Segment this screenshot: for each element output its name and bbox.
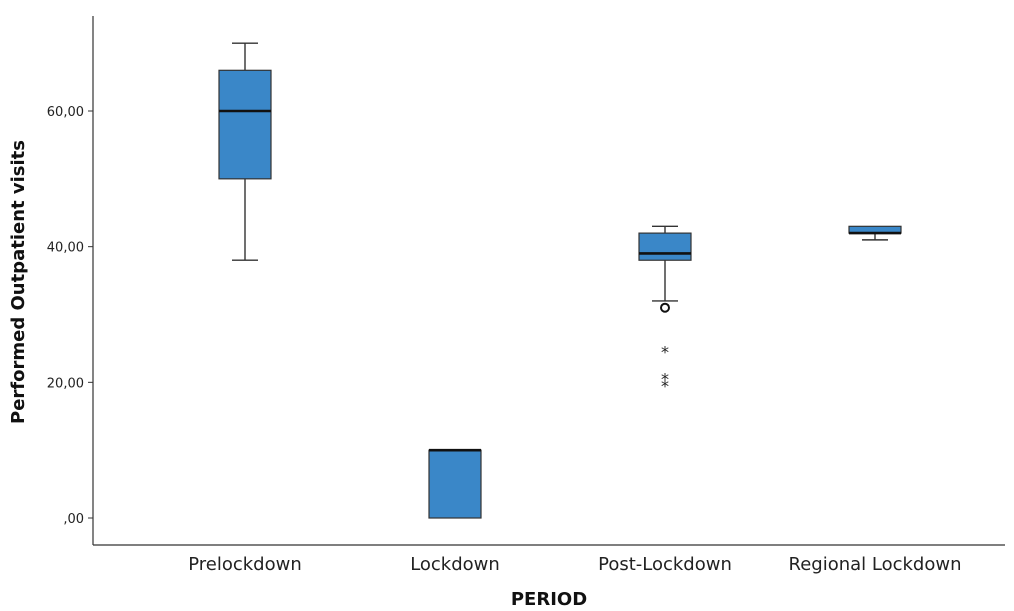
x-tick-label: Regional Lockdown [789,554,962,575]
y-tick-label: 40,00 [47,241,84,256]
x-tick-label: Lockdown [410,554,500,575]
box-group [428,448,482,519]
x-tick-labels: Prelockdown Lockdown Post-Lockdown Regional… [188,554,961,575]
axes [92,16,1005,546]
x-tick-label: Post-Lockdown [598,554,732,575]
y-axis-title: Performed Outpatient visits [8,140,29,424]
boxes: *** [218,42,902,519]
outlier-point [660,302,670,313]
extreme-point: * [661,376,669,395]
y-ticks: ,00 20,00 40,00 60,00 [47,105,93,527]
box-group [848,225,902,241]
box-iqr [218,69,272,180]
extreme-point: * [661,342,669,361]
y-tick-label: 20,00 [47,376,84,391]
x-tick-label: Prelockdown [188,554,302,575]
extreme-point: * [661,370,669,389]
box-iqr [428,449,482,519]
box-group: *** [638,225,692,395]
box-iqr [638,232,692,261]
box-group [218,42,272,261]
y-tick-label: 60,00 [47,105,84,120]
y-tick-label: ,00 [63,512,84,527]
x-axis-title: PERIOD [511,589,587,610]
